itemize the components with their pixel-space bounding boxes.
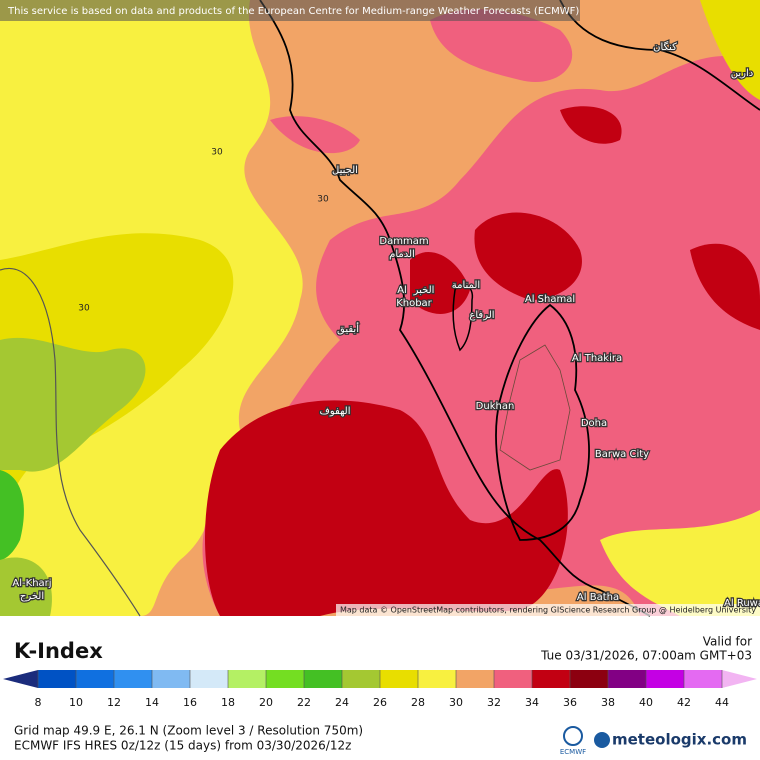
colorbar-tick-label: 36 [563, 696, 577, 709]
colorbar-segment [76, 670, 114, 688]
colorbar-segment [380, 670, 418, 688]
place-label: الدمام [389, 249, 415, 260]
field-green-dark [0, 470, 24, 560]
colorbar-tick-label: 26 [373, 696, 387, 709]
legend-title: K-Index [14, 639, 103, 663]
colorbar-segment [608, 670, 646, 688]
colorbar-segment [228, 670, 266, 688]
colorbar-arrow-left [3, 670, 38, 688]
footer-line1: Grid map 49.9 E, 26.1 N (Zoom level 3 / … [14, 724, 363, 738]
field-pink [270, 116, 360, 154]
legend: K-Index Valid for Tue 03/31/2026, 07:00a… [3, 635, 757, 709]
place-label: Al Batha [577, 592, 619, 603]
colorbar-segment [114, 670, 152, 688]
field-pink [430, 9, 573, 82]
brand: meteologix.com [612, 731, 747, 749]
colorbar-tick-label: 18 [221, 696, 235, 709]
colorbar-segment [494, 670, 532, 688]
field-red [690, 243, 760, 330]
place-label: Barwa City [595, 449, 649, 460]
place-label: Al Shamal [525, 294, 575, 305]
colorbar-tick-label: 44 [715, 696, 729, 709]
place-label: الهفوف [319, 406, 350, 417]
valid-label: Valid for [703, 635, 752, 649]
attribution-bg [336, 604, 760, 616]
place-label: Al Ruwa [724, 598, 760, 609]
field-yellow-dark [700, 0, 760, 100]
colorbar: 8 10 12 14 16 18 20 22 24 26 28 30 32 34 36 38 40 42 44 [3, 670, 757, 709]
colorbar-segment [646, 670, 684, 688]
place-label: المنامة [452, 280, 480, 291]
place-label: Al [397, 285, 407, 296]
place-label: Al-Kharj [12, 578, 51, 589]
colorbar-segment [342, 670, 380, 688]
place-label: الخبر [413, 285, 435, 296]
field-red [474, 212, 582, 300]
contour-label: 30 [317, 195, 329, 205]
footer-line2: ECMWF IFS HRES 0z/12z (15 days) from 03/… [14, 739, 351, 753]
colorbar-segment [38, 670, 76, 688]
colorbar-tick-label: 12 [107, 696, 121, 709]
ecmwf-label: ECMWF [560, 748, 586, 756]
colorbar-tick-label: 8 [35, 696, 42, 709]
field-yellow [600, 510, 760, 616]
border [0, 267, 141, 617]
coastline [259, 0, 651, 617]
place-label: Al Thakira [572, 353, 622, 364]
colorbar-tick-label: 22 [297, 696, 311, 709]
colorbar-segment [152, 670, 190, 688]
colorbar-tick-label: 42 [677, 696, 691, 709]
field-red [560, 106, 622, 144]
colorbar-segment [570, 670, 608, 688]
place-label: Dukhan [476, 401, 515, 412]
colorbar-tick-label: 40 [639, 696, 653, 709]
place-label: الخرج [20, 591, 44, 602]
brand-logo [594, 732, 610, 748]
colorbar-tick-label: 24 [335, 696, 349, 709]
field-red [410, 251, 470, 314]
place-label: أبقيق [337, 322, 359, 335]
colorbar-segment [456, 670, 494, 688]
bahrain-coast [452, 284, 474, 352]
colorbar-tick-label: 28 [411, 696, 425, 709]
qatar-coast [495, 303, 590, 541]
banner: This service is based on data and produc… [7, 6, 579, 17]
colorbar-segment [684, 670, 722, 688]
colorbar-tick-label: 20 [259, 696, 273, 709]
colorbar-segment [190, 670, 228, 688]
contour-label: 30 [211, 148, 223, 158]
place-label: كنگان [653, 41, 677, 53]
place-label: الرفاع [469, 310, 494, 321]
field-green [0, 337, 146, 472]
colorbar-tick-label: 14 [145, 696, 159, 709]
map: This service is based on data and produc… [0, 0, 760, 617]
colorbar-arrow-right [722, 670, 757, 688]
colorbar-tick-label: 32 [487, 696, 501, 709]
ecmwf-logo [563, 726, 583, 746]
colorbar-segment [532, 670, 570, 688]
place-label: Dammam [379, 236, 428, 247]
place-label: الجبيل [332, 165, 358, 176]
attribution: Map data © OpenStreetMap contributors, r… [340, 606, 756, 615]
place-label: Doha [581, 418, 607, 429]
colorbar-segment [418, 670, 456, 688]
colorbar-tick-label: 10 [69, 696, 83, 709]
valid-time: Tue 03/31/2026, 07:00am GMT+03 [540, 649, 752, 663]
colorbar-tick-label: 30 [449, 696, 463, 709]
banner-bg [0, 0, 580, 21]
colorbar-tick-label: 16 [183, 696, 197, 709]
district-borders [499, 344, 571, 471]
iran-coast [559, 0, 760, 111]
field-green [0, 557, 52, 616]
colorbar-tick-label: 38 [601, 696, 615, 709]
place-label: دارين [731, 68, 753, 79]
colorbar-tick-label: 34 [525, 696, 539, 709]
colorbar-segment [266, 670, 304, 688]
places: الجبيل Dammam الدمام Al الخبر Khobar المنامة ال… [11, 40, 760, 611]
contour-label: 30 [78, 304, 90, 314]
field-red [205, 400, 568, 616]
colorbar-segment [304, 670, 342, 688]
place-label: Khobar [396, 298, 432, 309]
